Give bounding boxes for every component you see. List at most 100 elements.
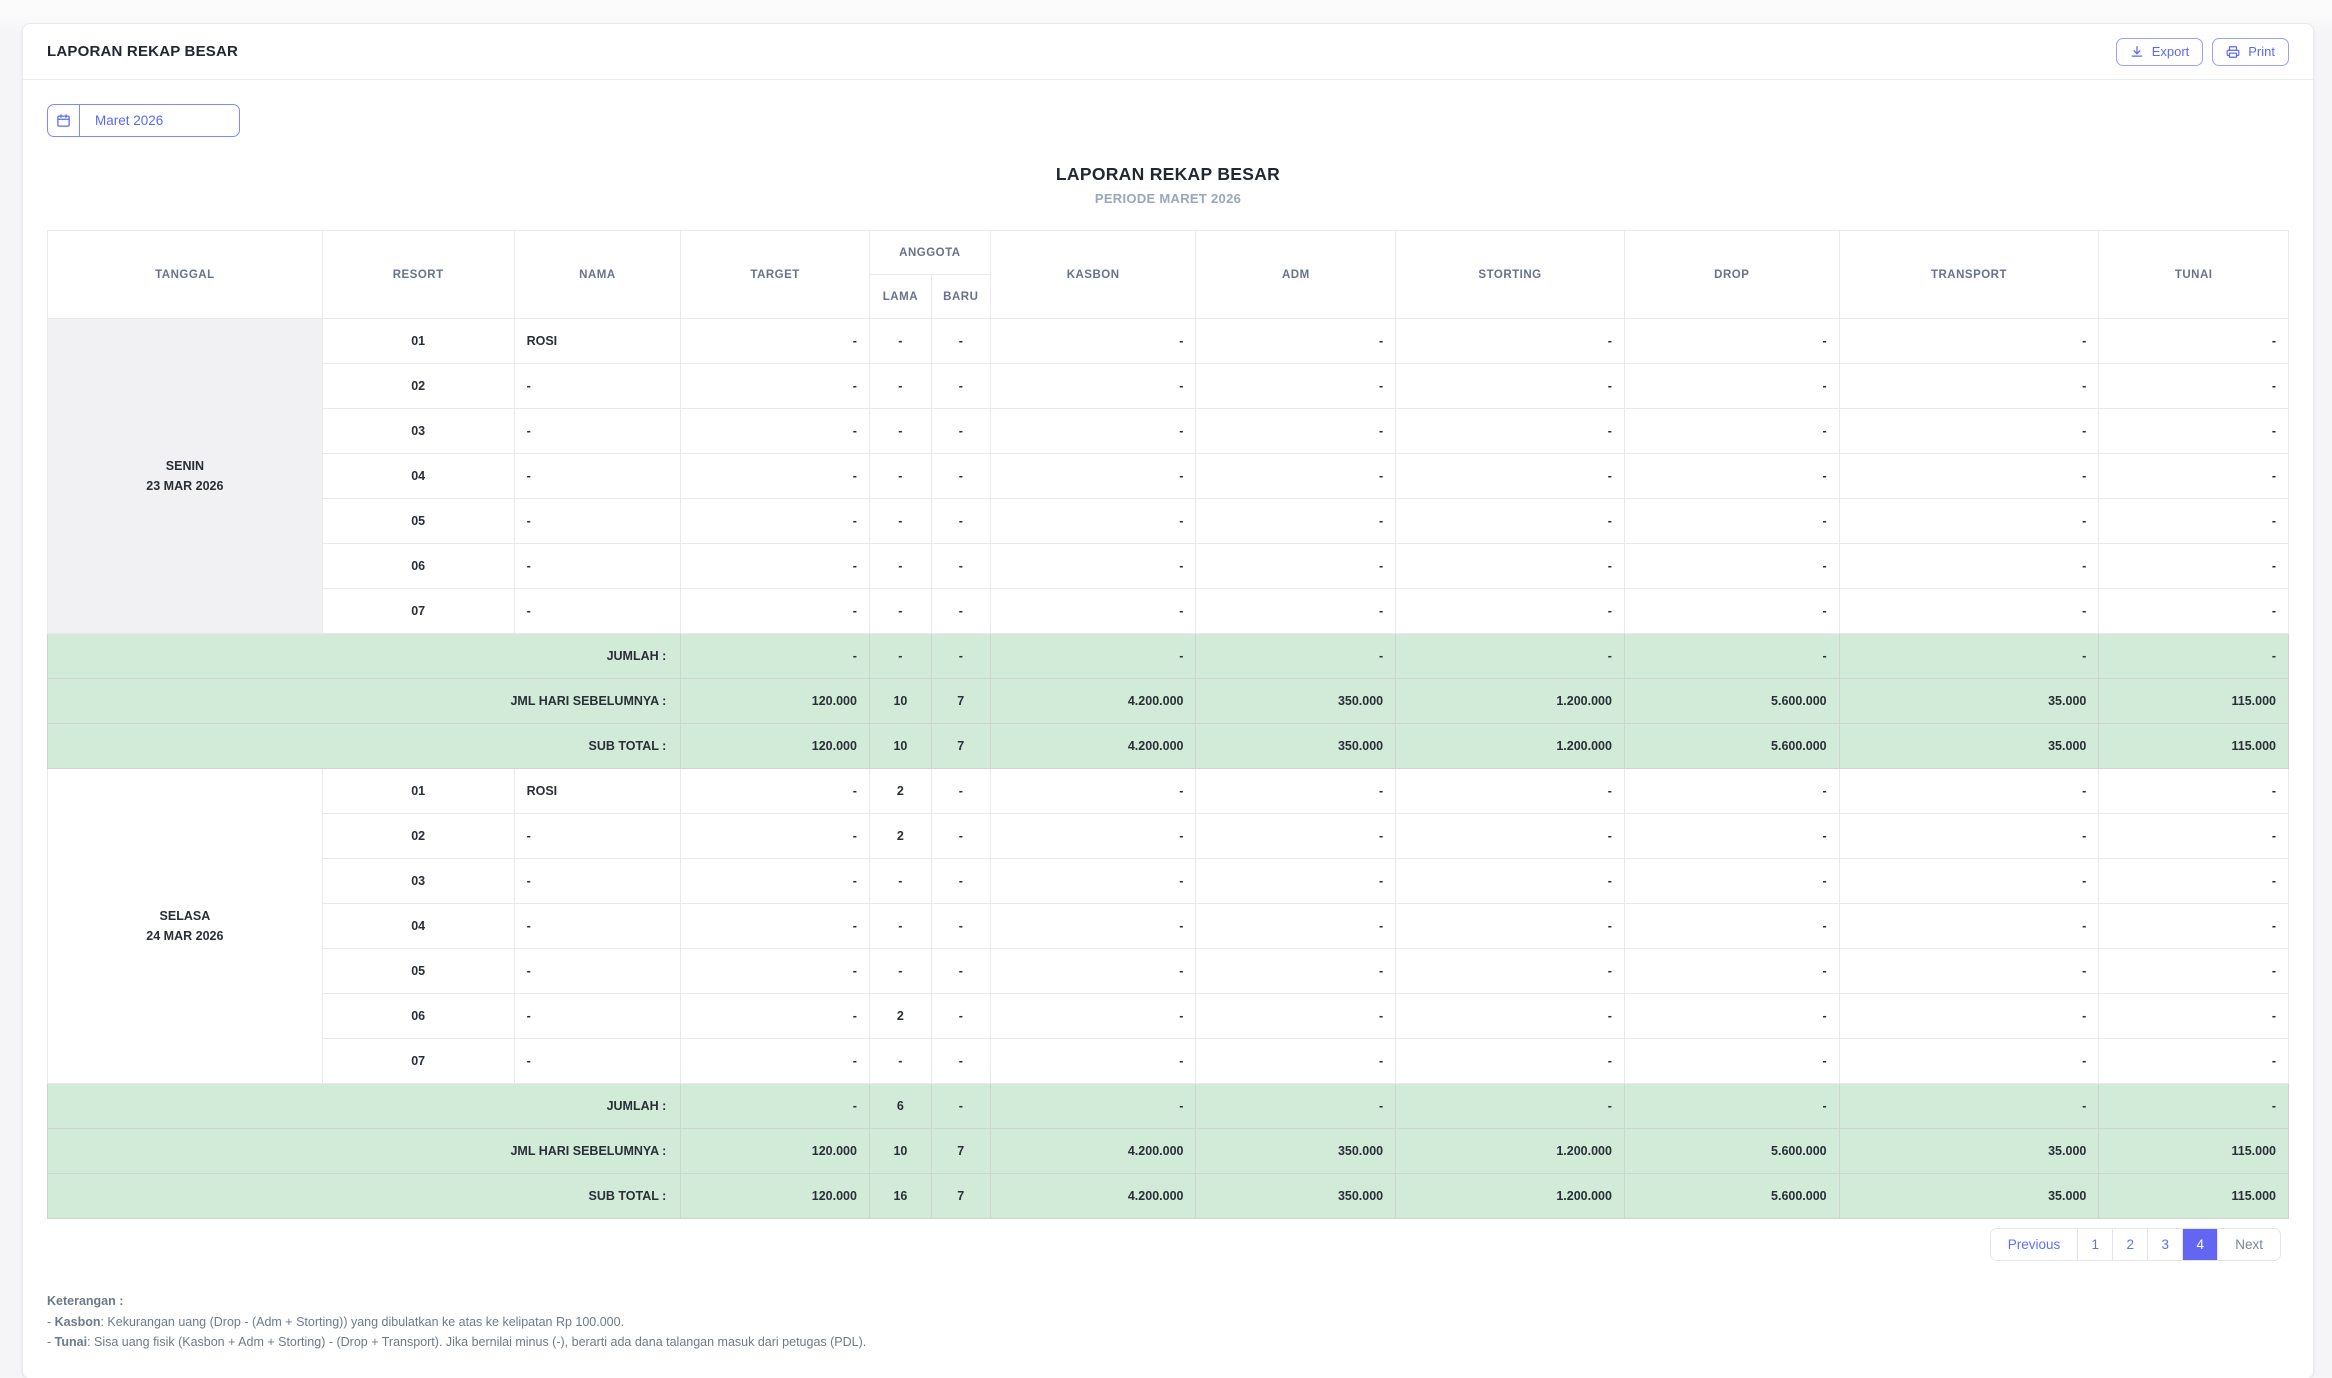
table-row: 04- - - - - - - - - - <box>48 453 2289 499</box>
month-picker-value: Maret 2026 <box>95 113 164 128</box>
cell-drop: 5.600.000 <box>1623 1128 1840 1174</box>
report-heading: LAPORAN REKAP BESAR PERIODE MARET 2026 <box>47 164 2289 206</box>
cell-storting: - <box>1395 633 1625 679</box>
cell-drop: - <box>1623 948 1840 994</box>
cell-lama: - <box>868 588 932 634</box>
cell-kasbon: - <box>989 318 1197 364</box>
summary-row: JML HARI SEBELUMNYA :120.000 10 7 4.200.000… <box>46 1128 2289 1174</box>
cell-baru: - <box>930 453 991 499</box>
cell-target: - <box>680 903 870 949</box>
pagination-page-2[interactable]: 2 <box>2113 1229 2149 1260</box>
cell-lama: 2 <box>868 993 932 1039</box>
cell-storting: - <box>1395 1083 1625 1129</box>
cell-baru: - <box>930 498 991 544</box>
cell-target: - <box>680 813 870 859</box>
summary-label: JUMLAH : <box>46 1083 682 1129</box>
cell-storting: - <box>1395 903 1625 949</box>
cell-tunai: - <box>2098 633 2289 679</box>
cell-drop: - <box>1623 993 1840 1039</box>
cell-transport: - <box>1838 813 2100 859</box>
cell-storting: - <box>1395 588 1625 634</box>
cell-baru: - <box>930 363 991 409</box>
notes-lines: - Kasbon: Kekurangan uang (Drop - (Adm +… <box>47 1313 2289 1352</box>
cell-target: 120.000 <box>680 1128 870 1174</box>
pagination-next[interactable]: Next <box>2218 1229 2280 1260</box>
cell-tunai: - <box>2098 588 2289 634</box>
cell-storting: - <box>1395 1038 1625 1084</box>
cell-kasbon: - <box>989 858 1197 904</box>
cell-lama: 10 <box>868 678 932 724</box>
cell-target: - <box>680 633 870 679</box>
cell-storting: - <box>1395 858 1625 904</box>
cell-lama: - <box>868 498 932 544</box>
pagination-previous[interactable]: Previous <box>1990 1229 2079 1260</box>
table-row: 05- - - - - - - - - - <box>48 498 2289 544</box>
report-table: TANGGAL RESORT NAMA TARGET ANGGOTA KASBO… <box>46 230 2289 1219</box>
export-button[interactable]: Export <box>2115 37 2204 66</box>
cell-nama: - <box>513 903 682 949</box>
cell-drop: - <box>1623 768 1840 814</box>
cell-adm: - <box>1195 993 1397 1039</box>
pagination-page-3[interactable]: 3 <box>2148 1229 2184 1260</box>
cell-storting: 1.200.000 <box>1395 723 1625 769</box>
table-row: 02- - - - - - - - - - <box>48 363 2289 409</box>
cell-tunai: - <box>2098 318 2289 364</box>
month-picker[interactable]: Maret 2026 <box>47 104 240 137</box>
calendar-icon <box>48 105 80 136</box>
cell-baru: - <box>930 543 991 589</box>
cell-transport: - <box>1838 408 2100 454</box>
cell-tunai: 115.000 <box>2098 1128 2289 1174</box>
cell-kasbon: 4.200.000 <box>989 678 1197 724</box>
card-body: Maret 2026 LAPORAN REKAP BESAR PERIODE M… <box>23 80 2313 1378</box>
cell-baru: 7 <box>930 1173 991 1219</box>
col-header-resort: RESORT <box>321 230 515 319</box>
cell-storting: - <box>1395 408 1625 454</box>
cell-lama: - <box>868 633 932 679</box>
page: { "header": { "title": "LAPORAN REKAP BE… <box>0 23 2332 1378</box>
cell-nama: - <box>513 408 682 454</box>
cell-kasbon: - <box>989 1038 1197 1084</box>
cell-baru: 7 <box>930 678 991 724</box>
cell-kasbon: - <box>989 813 1197 859</box>
cell-storting: - <box>1395 768 1625 814</box>
pagination-page-4[interactable]: 4 <box>2183 1229 2219 1260</box>
cell-lama: 2 <box>868 768 932 814</box>
cell-transport: - <box>1838 318 2100 364</box>
cell-lama: 10 <box>868 1128 932 1174</box>
cell-baru: - <box>930 813 991 859</box>
cell-drop: - <box>1623 1083 1840 1129</box>
day-date: 23 MAR 2026 <box>146 479 224 493</box>
cell-drop: - <box>1623 903 1840 949</box>
summary-row: JML HARI SEBELUMNYA :120.000 10 7 4.200.000… <box>46 678 2289 724</box>
cell-transport: - <box>1838 453 2100 499</box>
cell-tunai: - <box>2098 858 2289 904</box>
cell-resort: 07 <box>321 588 515 634</box>
cell-resort: 04 <box>321 903 515 949</box>
summary-label: SUB TOTAL : <box>46 1173 682 1219</box>
cell-storting: - <box>1395 453 1625 499</box>
cell-tunai: - <box>2098 453 2289 499</box>
cell-kasbon: - <box>989 948 1197 994</box>
cell-adm: - <box>1195 588 1397 634</box>
table-row: 06- - - - - - - - - - <box>48 543 2289 589</box>
cell-drop: - <box>1623 633 1840 679</box>
header-actions: Export Print <box>2115 37 2289 66</box>
cell-kasbon: - <box>989 498 1197 544</box>
pagination-page-1[interactable]: 1 <box>2078 1229 2114 1260</box>
cell-transport: - <box>1838 543 2100 589</box>
print-button[interactable]: Print <box>2212 37 2289 66</box>
cell-target: - <box>680 588 870 634</box>
cell-tunai: - <box>2098 363 2289 409</box>
cell-nama: - <box>513 993 682 1039</box>
cell-nama: - <box>513 588 682 634</box>
pagination-wrap: Previous 1 2 3 4 Next <box>47 1228 2289 1261</box>
summary-label: JML HARI SEBELUMNYA : <box>46 1128 682 1174</box>
cell-baru: - <box>930 1083 991 1129</box>
cell-drop: - <box>1623 813 1840 859</box>
cell-kasbon: 4.200.000 <box>989 1128 1197 1174</box>
cell-adm: - <box>1195 453 1397 499</box>
cell-tunai: - <box>2098 408 2289 454</box>
cell-kasbon: - <box>989 768 1197 814</box>
cell-drop: - <box>1623 498 1840 544</box>
cell-adm: - <box>1195 1038 1397 1084</box>
